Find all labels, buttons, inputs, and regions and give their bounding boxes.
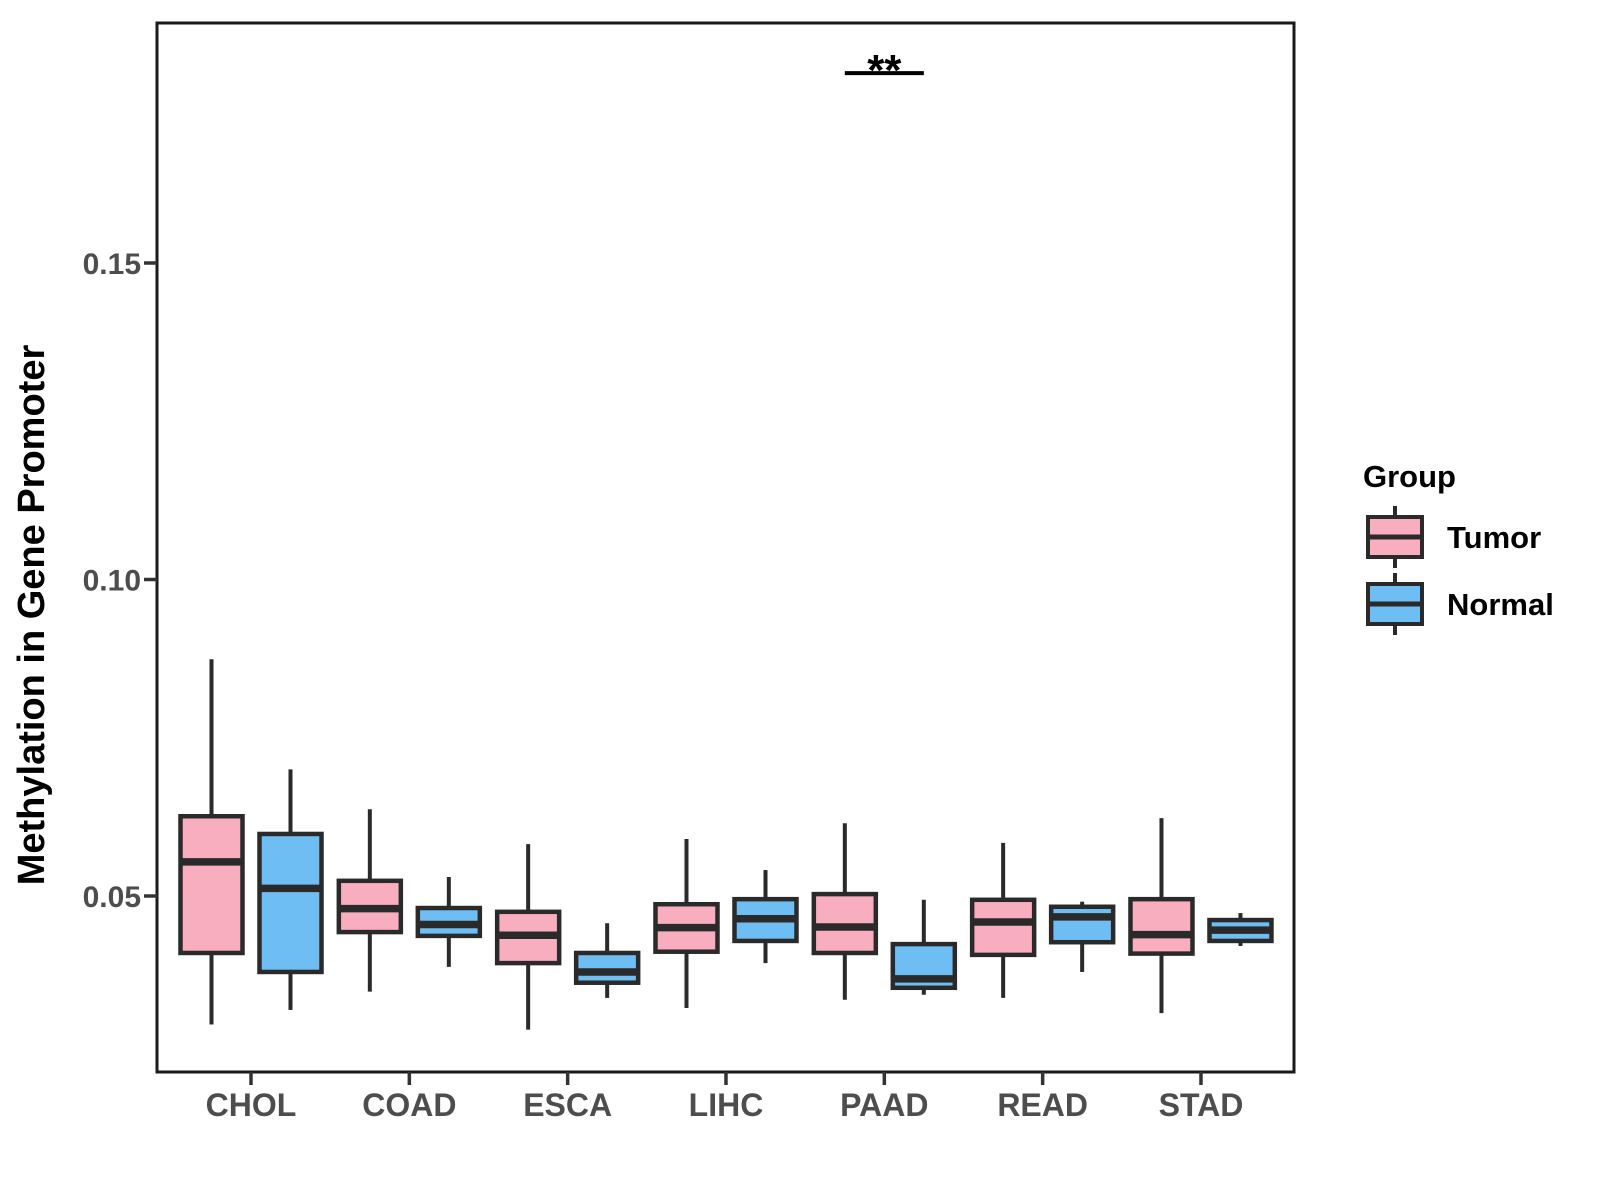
x-tick-label: COAD [362, 1087, 456, 1123]
boxes [178, 659, 1274, 1030]
y-tick-label: 0.10 [83, 565, 141, 598]
y-tick-label: 0.15 [83, 248, 141, 281]
significance-annotation: ** [844, 46, 924, 95]
axes: 0.05 0.10 0.15 CHOL COAD ESCA LIHC PAAD READ STAD [83, 248, 1244, 1123]
x-tick-label: ESCA [523, 1087, 612, 1123]
x-tick-label: LIHC [689, 1087, 764, 1123]
panel-border [155, 21, 1296, 1074]
box-CHOL-Normal [257, 831, 324, 975]
box-READ-Normal [1048, 904, 1116, 945]
legend-title: Group [1363, 459, 1456, 494]
box-READ-Tumor [969, 897, 1037, 958]
legend-items: Tumor Normal [1366, 506, 1554, 635]
y-tick-label: 0.05 [83, 881, 141, 914]
legend-item-label: Normal [1447, 587, 1554, 622]
significance-label: ** [867, 46, 902, 95]
box-STAD-Tumor [1128, 896, 1195, 956]
y-axis-title: Methylation in Gene Promoter [11, 345, 53, 886]
x-tick-label: CHOL [206, 1087, 297, 1123]
x-tick-label: PAAD [840, 1087, 928, 1123]
legend-item-tumor: Tumor [1366, 506, 1541, 568]
legend: Group Tumor Normal [1363, 459, 1554, 635]
x-tick-label: READ [997, 1087, 1088, 1123]
plot-panel [155, 21, 1296, 1074]
box-CHOL-Tumor [178, 813, 245, 956]
legend-item-label: Tumor [1447, 520, 1541, 555]
legend-item-normal: Normal [1366, 573, 1554, 635]
x-tick-label: STAD [1159, 1087, 1244, 1123]
box-ESCA-Normal [573, 950, 641, 985]
